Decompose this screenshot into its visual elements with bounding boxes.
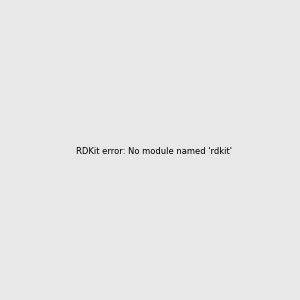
Text: RDKit error: No module named 'rdkit': RDKit error: No module named 'rdkit' <box>76 147 232 156</box>
